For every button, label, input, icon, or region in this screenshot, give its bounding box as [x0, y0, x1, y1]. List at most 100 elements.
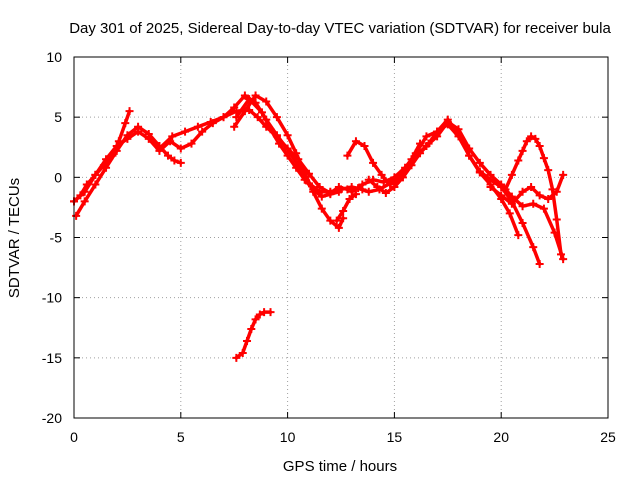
data-point-marker [507, 192, 516, 201]
data-point-marker [364, 187, 373, 196]
data-point-marker [219, 113, 228, 122]
data-point-marker [518, 187, 527, 196]
data-point-marker [535, 259, 544, 268]
data-point-marker [507, 170, 516, 179]
data-point-marker [230, 122, 239, 131]
data-point-marker [240, 91, 249, 100]
data-point-marker [343, 185, 352, 194]
data-point-marker [309, 185, 318, 194]
series-arc-13 [232, 308, 275, 362]
data-point-marker [262, 97, 271, 106]
data-point-marker [91, 170, 100, 179]
data-point-marker [501, 185, 510, 194]
y-tick-label: -20 [42, 410, 62, 426]
data-point-marker [275, 139, 284, 148]
data-point-marker [443, 120, 452, 129]
data-point-marker [144, 134, 153, 143]
data-point-marker [247, 324, 256, 333]
data-point-marker [539, 154, 548, 163]
data-point-marker [176, 144, 185, 153]
data-point-marker [539, 204, 548, 213]
series-line [72, 109, 132, 204]
data-point-marker [518, 146, 527, 155]
data-point-marker [454, 125, 463, 134]
data-point-marker [373, 182, 382, 191]
data-point-marker [283, 131, 292, 140]
data-point-marker [507, 199, 516, 208]
data-point-marker [251, 91, 260, 100]
data-point-marker [80, 187, 89, 196]
data-point-marker [518, 219, 527, 228]
y-tick-label: -10 [42, 290, 62, 306]
data-point-marker [283, 151, 292, 160]
series-line [232, 93, 345, 230]
data-point-marker [347, 187, 356, 196]
data-point-marker [544, 194, 553, 203]
data-point-marker [80, 197, 89, 206]
x-tick-label: 20 [493, 429, 509, 445]
data-point-marker [552, 187, 561, 196]
data-point-marker [559, 170, 568, 179]
data-point-marker [272, 113, 281, 122]
data-point-marker [102, 163, 111, 172]
data-point-marker [300, 168, 309, 177]
data-point-marker [416, 149, 425, 158]
data-point-marker [317, 192, 326, 201]
data-point-marker [529, 243, 538, 252]
data-point-marker [334, 223, 343, 232]
data-point-marker [475, 168, 484, 177]
data-point-marker [176, 158, 185, 167]
data-point-marker [514, 156, 523, 165]
data-point-marker [255, 310, 264, 319]
data-point-marker [339, 207, 348, 216]
data-point-marker [343, 151, 352, 160]
series-arc-10 [501, 132, 566, 259]
series-arc-1 [70, 107, 134, 206]
data-point-marker [369, 158, 378, 167]
y-tick-label: 0 [54, 169, 62, 185]
data-point-marker [390, 173, 399, 182]
data-point-marker [557, 250, 566, 259]
data-point-marker [529, 199, 538, 208]
x-tick-label: 15 [387, 429, 403, 445]
data-point-marker [497, 191, 506, 200]
series-line [334, 192, 358, 223]
data-point-marker [505, 209, 514, 218]
data-point-marker [170, 156, 179, 165]
x-tick-label: 10 [280, 429, 296, 445]
data-point-marker [535, 142, 544, 151]
data-point-marker [72, 211, 81, 220]
y-tick-label: 10 [46, 49, 62, 65]
data-point-marker [181, 127, 190, 136]
series-arc-12 [332, 190, 360, 225]
chart-title: Day 301 of 2025, Sidereal Day-to-day VTE… [69, 20, 611, 37]
y-axis-label: SDTVAR / TECUs [6, 178, 23, 298]
x-tick-label: 25 [600, 429, 616, 445]
data-point-marker [527, 182, 536, 191]
data-point-marker [548, 185, 557, 194]
grid-layer [74, 57, 608, 418]
data-point-marker [486, 182, 495, 191]
data-point-marker [379, 178, 388, 187]
data-point-marker [424, 139, 433, 148]
y-tick-label: -15 [42, 350, 62, 366]
data-point-marker [475, 158, 484, 167]
data-point-marker [514, 231, 523, 240]
axis-layer: -20 -15 -10 -5 0 5 10 0 5 10 15 20 25 [42, 49, 616, 445]
data-point-marker [518, 202, 527, 211]
data-point-marker [155, 144, 164, 153]
data-point-marker [257, 108, 266, 117]
data-point-marker [206, 117, 215, 126]
data-point-marker [497, 180, 506, 189]
data-point-marker [351, 137, 360, 146]
y-tick-label: -5 [50, 230, 63, 246]
data-point-marker [345, 194, 354, 203]
data-point-marker [253, 113, 262, 122]
data-point-marker [486, 170, 495, 179]
data-point-marker [198, 127, 207, 136]
data-point-marker [134, 127, 143, 136]
data-point-marker [381, 188, 390, 197]
data-point-marker [390, 182, 399, 191]
